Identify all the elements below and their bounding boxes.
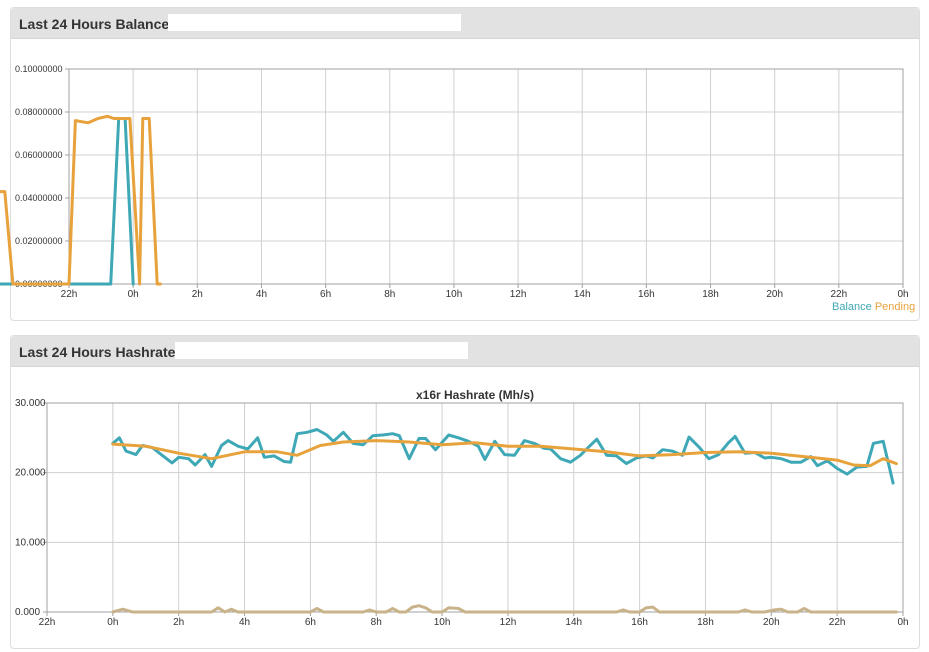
hashrate-x-tick-label: 22h xyxy=(829,617,846,628)
hashrate-x-tick-label: 14h xyxy=(565,617,582,628)
hashrate-y-tick-label: 30.000 xyxy=(15,398,46,409)
hashrate-panel: Last 24 Hours Hashrate: xyxy=(10,335,920,649)
balance-plot-frame xyxy=(68,68,904,285)
balance-x-tick-label: 8h xyxy=(384,289,395,300)
legend-balance: Balance xyxy=(832,301,872,313)
balance-y-tick-label: 0.02000000 xyxy=(15,236,63,246)
hashrate-y-tick-label: 20.000 xyxy=(15,468,46,479)
balance-y-tick-label: 0.10000000 xyxy=(15,64,63,74)
hashrate-panel-header: Last 24 Hours Hashrate: xyxy=(11,336,919,367)
hashrate-x-tick-label: 4h xyxy=(239,617,250,628)
balance-y-tick-label: 0.06000000 xyxy=(15,150,63,160)
legend-pending: Pending xyxy=(874,301,916,313)
balance-x-tick-label: 16h xyxy=(638,289,655,300)
balance-panel-header: Last 24 Hours Balance: xyxy=(11,8,919,39)
balance-x-tick-label: 22h xyxy=(61,289,78,300)
hashrate-plot-frame xyxy=(46,402,904,613)
hashrate-x-tick-label: 22h xyxy=(39,617,56,628)
hashrate-series-line-0 xyxy=(111,428,895,485)
hashrate-x-tick-label: 18h xyxy=(697,617,714,628)
balance-x-tick-label: 2h xyxy=(192,289,203,300)
balance-x-tick-label: 0h xyxy=(897,289,908,300)
hashrate-x-tick-label: 2h xyxy=(173,617,184,628)
balance-x-tick-label: 0h xyxy=(128,289,139,300)
balance-x-tick-label: 12h xyxy=(510,289,527,300)
balance-chart: 22h 0h 2h 4h 6h 8h 10h 12h 14h 16h 18h 20h 22h 0h0.00… xyxy=(0,64,909,300)
hashrate-y-tick-label: 10.000 xyxy=(15,537,46,548)
hashrate-series-line-2 xyxy=(111,604,898,614)
balance-x-tick-label: 4h xyxy=(256,289,267,300)
balance-panel: Last 24 Hours Balance: xyxy=(10,7,920,321)
balance-x-tick-label: 20h xyxy=(766,289,783,300)
balance-y-tick-label: 0.04000000 xyxy=(15,193,63,203)
hashrate-series-line-1 xyxy=(111,439,898,468)
hashrate-x-tick-label: 8h xyxy=(371,617,382,628)
hashrate-y-tick-label: 0.000 xyxy=(15,607,40,618)
balance-x-tick-label: 14h xyxy=(574,289,591,300)
balance-y-tick-label: 0.08000000 xyxy=(15,107,63,117)
balance-address-field xyxy=(168,14,461,31)
hashrate-x-tick-label: 0h xyxy=(107,617,118,628)
hashrate-chart-title: x16r Hashrate (Mh/s) xyxy=(416,388,534,402)
balance-x-tick-label: 10h xyxy=(446,289,463,300)
hashrate-x-tick-label: 10h xyxy=(434,617,451,628)
hashrate-x-tick-label: 6h xyxy=(305,617,316,628)
balance-panel-title: Last 24 Hours Balance: xyxy=(19,16,174,32)
hashrate-panel-title: Last 24 Hours Hashrate: xyxy=(19,344,181,360)
hashrate-x-tick-label: 16h xyxy=(631,617,648,628)
balance-series-line-1 xyxy=(0,114,162,286)
hashrate-x-tick-label: 20h xyxy=(763,617,780,628)
hashrate-address-field xyxy=(175,342,468,359)
balance-legend: Balance Pending xyxy=(832,301,924,313)
hashrate-x-tick-label: 12h xyxy=(500,617,517,628)
balance-x-tick-label: 6h xyxy=(320,289,331,300)
hashrate-x-tick-label: 0h xyxy=(897,617,908,628)
balance-x-tick-label: 22h xyxy=(831,289,848,300)
balance-x-tick-label: 18h xyxy=(702,289,719,300)
